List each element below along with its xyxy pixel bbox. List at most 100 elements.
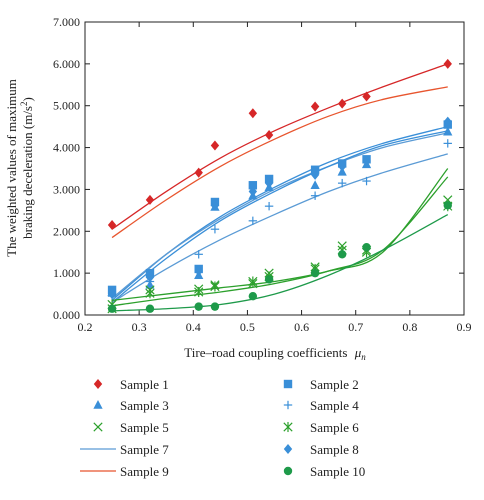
legend-label: Sample 2 [310,377,359,392]
data-point-1 [248,108,258,119]
data-point-6 [194,286,204,298]
data-point-8 [194,266,203,277]
x-tick-label: 0.7 [348,320,363,334]
data-point-1 [362,91,371,102]
x-axis-subscript: n [361,352,366,362]
data-point-10 [210,302,220,311]
data-point-1 [145,194,155,205]
data-point-10 [264,275,274,284]
y-axis-title-end: ) [20,97,35,101]
data-point-4 [310,191,320,200]
tick-marks [84,21,465,316]
data-point-6 [210,281,220,292]
legend-label: Sample 7 [120,442,169,457]
data-point-8 [337,161,347,172]
plot-frame [84,21,465,316]
data-point-4 [362,176,371,186]
x-tick-label: 0.2 [78,320,93,334]
y-tick-label: 2.000 [53,224,80,238]
y-tick-label: 3.000 [53,182,80,196]
y-tick-label: 1.000 [53,266,80,280]
data-point-3 [310,180,320,190]
legend-item: Sample 3 [93,398,169,413]
data-point-8 [248,186,258,197]
x-tick-label: 0.6 [294,320,309,334]
legend-label: Sample 5 [120,420,169,435]
x-tick-label: 0.9 [457,320,472,334]
data-point-4 [194,250,203,259]
legend-marker [283,443,293,455]
x-axis-title-text: Tire–road coupling coefficients [184,345,347,360]
legend-marker [93,422,103,432]
y-axis-title-sup: 2 [19,102,29,107]
data-point-4 [443,139,452,148]
legend: Sample 1 Sample 2 Sample 3 Sample 4 Sample 5… [80,377,365,479]
data-point-1 [337,98,347,109]
legend-item: Sample 10 [283,464,365,479]
data-point-1 [310,101,320,112]
data-point-4 [264,201,274,211]
y-axis-title-line2: braking deceleration (m/s2) [19,97,35,239]
data-point-1 [107,219,117,231]
data-point-4 [248,216,258,226]
legend-item: Sample 5 [93,420,169,435]
fit-curves [111,63,449,312]
data-point-1 [443,58,452,69]
legend-label: Sample 1 [120,377,169,392]
fit-curve [111,130,448,303]
legend-marker [283,379,293,389]
x-axis-title: Tire–road coupling coefficients μn [184,345,366,362]
legend-label: Sample 8 [310,442,359,457]
data-point-4 [337,178,347,188]
legend-marker [93,378,103,390]
legend-label: Sample 9 [120,464,169,479]
legend-marker [283,400,293,410]
fit-curve [111,126,448,301]
legend-item: Sample 2 [283,377,359,392]
fit-curve [111,132,448,299]
data-point-10 [362,242,371,252]
data-point-6 [248,276,258,287]
data-point-1 [194,167,203,178]
fit-curve [111,86,448,239]
data-point-8 [145,272,155,283]
legend-label: Sample 10 [310,464,365,479]
legend-item: Sample 6 [283,420,359,435]
data-point-10 [107,304,117,313]
legend-item: Sample 4 [283,398,359,413]
fit-curve [111,176,449,307]
data-point-3 [443,126,453,136]
data-point-10 [145,304,155,313]
y-tick-labels: 0.000 1.000 2.000 3.000 4.000 5.000 6.000 7.000 [53,15,80,322]
y-tick-label: 4.000 [53,141,80,155]
data-point-8 [107,289,117,300]
data-point-8 [443,116,452,127]
data-points [107,58,453,314]
x-tick-label: 0.5 [240,320,255,334]
data-point-8 [264,178,274,189]
x-axis-symbol: μ [354,345,362,360]
data-point-10 [443,201,452,210]
fit-curve [112,213,449,312]
data-point-1 [210,140,220,151]
data-point-10 [194,302,203,311]
legend-marker [93,399,103,409]
data-point-10 [310,268,320,278]
y-axis-title: The weighted values of maximum braking d… [4,79,35,257]
legend-marker [283,466,293,476]
x-b [93,422,103,432]
legend-item: Sample 1 [93,377,169,392]
x-tick-label: 0.8 [402,320,417,334]
y-tick-label: 0.000 [53,308,80,322]
data-point-2 [248,181,258,190]
x-tick-label: 0.3 [132,320,147,334]
data-point-8 [310,169,320,180]
y-axis-title-line2-text: braking deceleration (m/s [20,106,35,239]
legend-label: Sample 3 [120,398,169,413]
data-point-4 [210,224,220,234]
data-point-6 [145,288,155,299]
data-point-10 [248,291,258,301]
legend-marker [283,421,293,433]
fit-curve [111,168,449,301]
